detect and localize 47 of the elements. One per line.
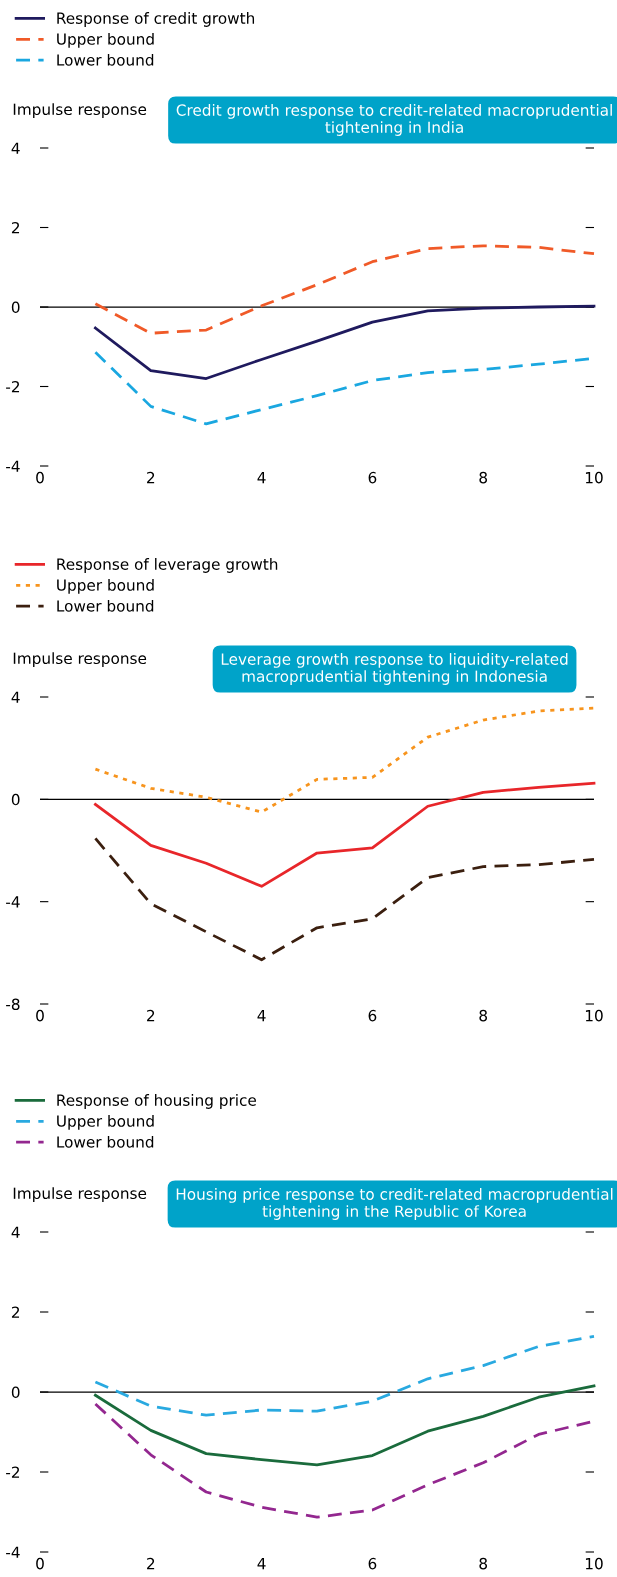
x-tick-label: 2 [147,1557,155,1570]
legend-label: Upper bound [57,33,154,48]
x-tick-label: 4 [257,1010,266,1022]
legend-label: Response of credit growth [57,12,255,27]
x-tick-label: 4 [257,472,266,484]
y-tick-label: 2 [11,1306,20,1318]
y-tick-label: -2 [6,1466,20,1478]
x-tick-label: 10 [585,471,603,484]
y-tick-label: -4 [6,896,20,908]
x-tick-label: 8 [479,1009,488,1022]
x-tick-label: 0 [36,471,44,484]
legend-label: Response of housing price [57,1094,257,1109]
legend-label: Upper bound [57,1115,154,1130]
chart-title: Credit growth response to credit-related macroprudential tightening in India [176,104,612,136]
y-tick-label: 0 [11,793,20,806]
y-tick-label: 4 [11,142,20,154]
x-tick-label: 10 [585,1557,603,1570]
y-tick-label: -4 [6,1546,20,1558]
legend-label: Upper bound [57,579,154,594]
y-tick-label: -2 [6,380,20,393]
legend-label: Response of leverage growth [57,558,278,573]
y-tick-label: -8 [6,998,20,1011]
y-tick-label: 4 [11,1226,20,1238]
y-tick-label: 0 [11,1386,20,1399]
x-tick-label: 2 [147,1009,155,1022]
x-tick-label: 2 [147,471,155,484]
x-tick-label: 0 [36,1557,44,1570]
y-axis-title: Impulse response [13,1187,147,1202]
x-tick-label: 0 [36,1009,44,1022]
y-axis-title: Impulse response [13,652,147,667]
y-axis-title: Impulse response [13,103,147,118]
x-tick-label: 4 [257,1558,266,1570]
x-tick-label: 8 [479,471,488,484]
x-tick-label: 8 [479,1557,488,1570]
y-tick-label: 0 [11,301,20,314]
y-tick-label: 2 [11,221,20,234]
chart-title: Housing price response to credit-related macroprudential tightening in the Republic of Korea [176,1188,613,1220]
x-tick-label: 6 [368,1009,377,1022]
x-tick-label: 6 [368,1557,377,1570]
chart-title: Leverage growth response to liquidity-related macroprudential tightening in Indonesia [221,653,568,685]
legend-label: Lower bound [57,599,154,612]
y-tick-label: 4 [11,691,20,703]
legend-label: Lower bound [57,1135,154,1148]
x-tick-label: 10 [585,1009,603,1022]
y-tick-label: -4 [6,460,20,472]
x-tick-label: 6 [368,471,377,484]
legend-label: Lower bound [57,53,154,66]
